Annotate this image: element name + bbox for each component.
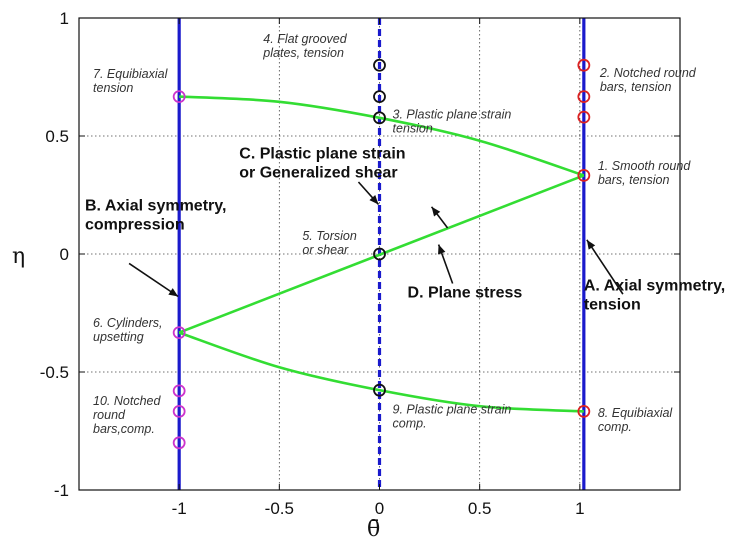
arrow — [128, 262, 179, 298]
region-label: B. Axial symmetry, compression — [85, 197, 226, 233]
point-label: 5. Torsion or shear — [302, 229, 356, 257]
y-tick-label: -0.5 — [40, 363, 69, 382]
y-tick-label: 1 — [60, 9, 69, 28]
point-label: 2. Notched round bars, tension — [599, 66, 697, 94]
y-tick-label: 0 — [60, 245, 69, 264]
point-label: 7. Equibiaxial tension — [93, 67, 169, 95]
region-label: A. Axial symmetry, tension — [584, 278, 725, 314]
x-axis-label: θ̄ — [367, 517, 380, 542]
point-label: 3. Plastic plane strain tension — [393, 107, 512, 135]
plane-stress-curve — [179, 95, 585, 177]
red-circle-marker — [577, 169, 591, 182]
arrow — [437, 244, 454, 284]
annotation-arrows — [128, 181, 624, 298]
region-label: C. Plastic plane strain or Generalized sh… — [239, 145, 405, 181]
magenta-circle-marker — [172, 436, 186, 450]
plane-stress-curve — [178, 331, 584, 413]
arrow — [586, 239, 624, 295]
point-label: 10. Notched round bars,comp. — [93, 394, 161, 436]
arrow — [430, 206, 449, 229]
magenta-circle-marker — [172, 384, 186, 398]
red-circle-marker — [577, 58, 591, 72]
magenta-circle-marker — [172, 90, 186, 103]
x-tick-label: 0.5 — [468, 499, 492, 518]
red-circle-marker — [577, 110, 591, 124]
x-tick-label: 1 — [575, 499, 584, 518]
y-tick-label: 0.5 — [45, 127, 69, 146]
annotations: 7. Equibiaxial tension 4. Flat grooved plat… — [85, 32, 725, 436]
red-circle-marker — [577, 90, 591, 103]
magenta-circle-marker — [172, 326, 186, 339]
y-axis-label: η — [12, 244, 25, 269]
region-label: D. Plane stress — [408, 285, 523, 302]
point-label: 1. Smooth round bars, tension — [598, 159, 691, 187]
point-label: 8. Equibiaxial comp. — [598, 406, 674, 434]
black-circle-marker — [373, 383, 386, 397]
y-tick-label: -1 — [54, 481, 69, 500]
axis-ticks: -1 -0.5 0 0.5 1 1 0.5 0 -0.5 -1 — [40, 9, 680, 518]
arrow — [357, 181, 380, 205]
x-tick-label: -0.5 — [265, 499, 294, 518]
plane-stress-curve — [178, 174, 585, 334]
x-tick-label: -1 — [172, 499, 187, 518]
point-label: 9. Plastic plane strain comp. — [393, 402, 512, 430]
magenta-circle-marker — [172, 405, 186, 418]
x-tick-label: 0 — [375, 499, 384, 518]
black-circle-marker — [373, 247, 386, 261]
black-circle-marker — [373, 90, 386, 103]
point-label: 6. Cylinders, upsetting — [93, 316, 162, 344]
data-markers — [172, 58, 591, 450]
plane-stress-curves — [178, 95, 585, 413]
black-circle-marker — [373, 58, 386, 72]
black-circle-marker — [373, 111, 386, 125]
red-circle-marker — [577, 405, 591, 418]
point-label: 4. Flat grooved plates, tension — [262, 32, 347, 60]
